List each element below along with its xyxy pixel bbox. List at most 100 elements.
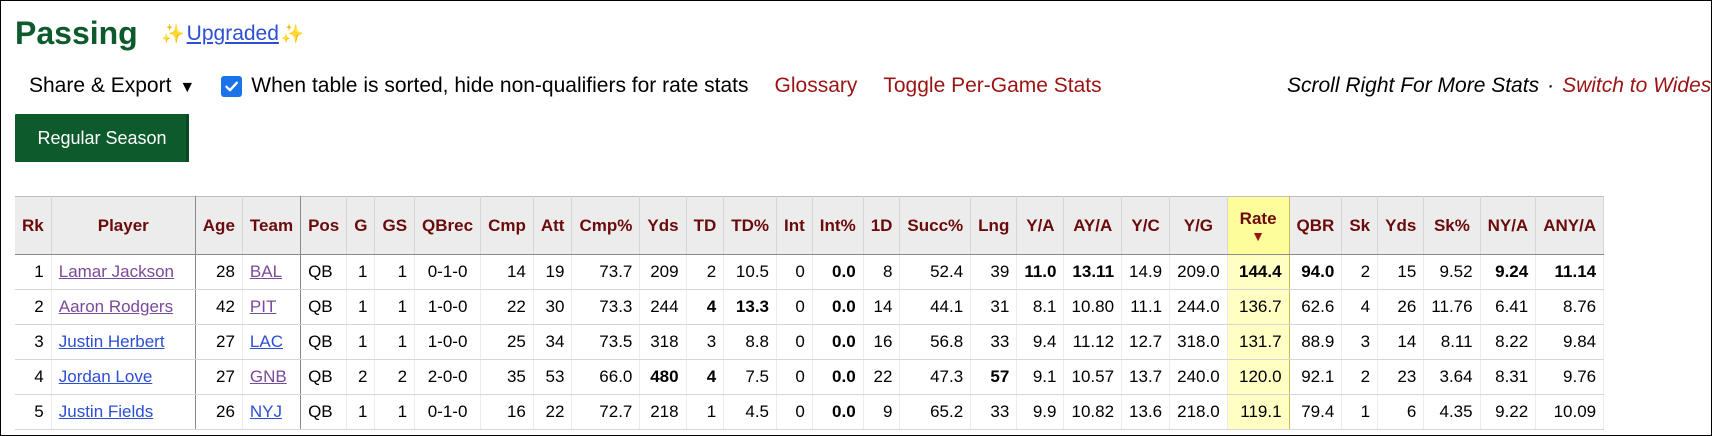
col-header[interactable]: ANY/A (1535, 196, 1605, 255)
checkbox-checked-icon[interactable] (221, 75, 243, 97)
col-header[interactable]: Lng (970, 196, 1018, 255)
cmp-cell: 16 (480, 394, 534, 430)
yc-cell: 12.7 (1121, 324, 1171, 360)
col-header-sorted[interactable]: Rate ▼ (1226, 196, 1290, 255)
int-cell: 0 (776, 289, 813, 325)
col-header[interactable]: Y/A (1016, 196, 1065, 255)
col-header[interactable]: Att (533, 196, 573, 255)
scroll-hint-text: Scroll Right For More Stats (1287, 74, 1540, 97)
yds-value: 480 (650, 367, 679, 386)
col-header[interactable]: Y/C (1121, 196, 1171, 255)
col-header[interactable]: QBrec (414, 196, 482, 255)
lng-cell: 33 (970, 394, 1018, 430)
player-link[interactable]: Lamar Jackson (58, 262, 175, 281)
rate-header-label: Rate (1239, 208, 1277, 228)
col-header[interactable]: TD (686, 196, 725, 255)
nya-value: 9.24 (1495, 262, 1529, 281)
col-header[interactable]: AY/A (1063, 196, 1123, 255)
att-cell: 22 (533, 394, 573, 430)
age-cell: 28 (195, 254, 243, 290)
col-header[interactable]: G (346, 196, 376, 255)
col-header[interactable]: Succ% (899, 196, 972, 255)
rank-cell: 4 (15, 359, 52, 395)
checkbox-label: When table is sorted, hide non-qualifier… (251, 74, 749, 97)
team-link[interactable]: LAC (249, 332, 283, 351)
pos-cell: QB (300, 359, 348, 395)
toggle-per-game-link[interactable]: Toggle Per-Game Stats (883, 74, 1102, 97)
col-header[interactable]: Int% (812, 196, 864, 255)
nya-cell: 9.24 (1480, 254, 1537, 290)
yg-cell: 244.0 (1169, 289, 1228, 325)
qbrec-cell: 0-1-0 (414, 394, 482, 430)
col-header[interactable]: Player (51, 196, 196, 255)
qbrec-cell: 1-0-0 (414, 289, 482, 325)
hide-nonqualifiers-toggle[interactable]: When table is sorted, hide non-qualifier… (221, 74, 749, 98)
col-header[interactable]: Y/G (1169, 196, 1228, 255)
caret-down-icon: ▼ (179, 79, 196, 96)
col-header[interactable]: Cmp% (571, 196, 641, 255)
col-header[interactable]: Yds (639, 196, 687, 255)
col-header[interactable]: Pos (300, 196, 348, 255)
sparkle-icon: ✨ (280, 24, 305, 45)
col-header[interactable]: Int (776, 196, 813, 255)
ya-cell: 9.4 (1016, 324, 1065, 360)
player-link[interactable]: Justin Herbert (58, 332, 165, 351)
nya-cell: 9.22 (1480, 394, 1537, 430)
team-link[interactable]: PIT (249, 297, 277, 316)
g-cell: 1 (346, 289, 376, 325)
yc-cell: 13.7 (1121, 359, 1171, 395)
td-cell: 4 (686, 289, 725, 325)
table-header-row: Rk Player Age Team Pos G GS QBrec Cmp At… (15, 196, 1605, 255)
table-row: 1 Lamar Jackson 28 BAL QB 1 1 0-1-0 14 1… (15, 254, 1605, 290)
col-header[interactable]: 1D (863, 196, 901, 255)
col-header[interactable]: Sk (1341, 196, 1379, 255)
col-header[interactable]: Age (195, 196, 243, 255)
switch-widescreen-link[interactable]: Switch to Widescreen (1562, 74, 1712, 97)
pos-cell: QB (300, 394, 348, 430)
cmp-cell: 14 (480, 254, 534, 290)
upgraded-link[interactable]: Upgraded (186, 22, 279, 45)
int-pct-value: 0.0 (832, 297, 856, 316)
int-pct-cell: 0.0 (812, 324, 864, 360)
sk-pct-cell: 4.35 (1423, 394, 1481, 430)
aya-cell: 11.12 (1063, 324, 1123, 360)
col-header[interactable]: Yds (1377, 196, 1425, 255)
first-downs-cell: 8 (863, 254, 901, 290)
lng-cell: 31 (970, 289, 1018, 325)
td-value: 4 (706, 367, 717, 386)
col-header[interactable]: QBR (1289, 196, 1343, 255)
col-header[interactable]: Rk (15, 196, 52, 255)
glossary-link[interactable]: Glossary (774, 74, 858, 97)
cmp-pct-cell: 73.3 (571, 289, 641, 325)
cmp-pct-cell: 72.7 (571, 394, 641, 430)
player-link[interactable]: Jordan Love (58, 367, 153, 386)
att-cell: 53 (533, 359, 573, 395)
team-link[interactable]: BAL (249, 262, 283, 281)
gs-cell: 1 (374, 254, 416, 290)
sk-yds-cell: 23 (1377, 359, 1425, 395)
table-row: 3 Justin Herbert 27 LAC QB 1 1 1-0-0 25 … (15, 324, 1605, 360)
sk-cell: 2 (1341, 359, 1379, 395)
team-link[interactable]: GNB (249, 367, 287, 386)
anya-cell: 9.84 (1535, 324, 1605, 360)
col-header[interactable]: Cmp (480, 196, 534, 255)
regular-season-tab[interactable]: Regular Season (15, 114, 189, 162)
cmp-pct-cell: 73.5 (571, 324, 641, 360)
succ-pct-cell: 65.2 (899, 394, 972, 430)
upgraded-badge: ✨Upgraded ✨ (161, 22, 305, 46)
rate-cell: 120.0 (1226, 359, 1290, 395)
col-header[interactable]: Sk% (1423, 196, 1481, 255)
int-pct-value: 0.0 (832, 262, 856, 281)
player-link[interactable]: Justin Fields (58, 402, 154, 421)
col-header[interactable]: NY/A (1480, 196, 1537, 255)
team-cell: NYJ (242, 394, 302, 430)
team-cell: PIT (242, 289, 302, 325)
cmp-pct-cell: 66.0 (571, 359, 641, 395)
col-header[interactable]: TD% (723, 196, 778, 255)
separator-dot: · (1547, 74, 1555, 97)
share-export-menu[interactable]: Share & Export ▼ (29, 74, 195, 98)
team-link[interactable]: NYJ (249, 402, 283, 421)
col-header[interactable]: Team (242, 196, 302, 255)
col-header[interactable]: GS (374, 196, 416, 255)
player-link[interactable]: Aaron Rodgers (58, 297, 174, 316)
